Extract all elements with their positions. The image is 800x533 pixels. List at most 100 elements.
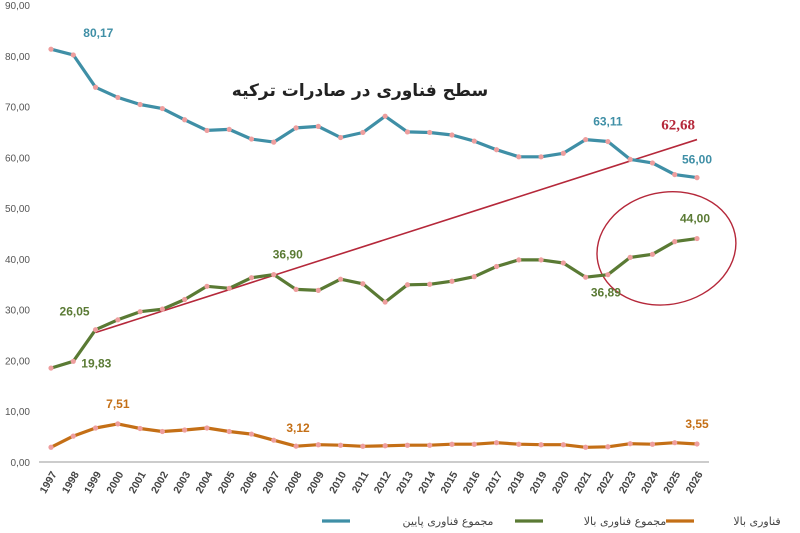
data-point xyxy=(493,440,500,446)
x-tick-label: 2006 xyxy=(238,469,260,495)
data-point xyxy=(315,123,321,129)
x-tick-label: 1997 xyxy=(38,469,60,495)
series-layer xyxy=(48,46,700,450)
data-point xyxy=(182,117,188,123)
x-tick-label: 2024 xyxy=(639,469,661,495)
x-tick-label: 2012 xyxy=(372,469,394,495)
data-point xyxy=(137,309,143,315)
y-tick-label: 90,00 xyxy=(5,1,30,12)
legend-label: فناوری بالا xyxy=(733,515,780,528)
data-point xyxy=(471,274,477,280)
data-point xyxy=(204,283,210,289)
x-tick-label: 1998 xyxy=(60,469,82,495)
x-tick-label: 2017 xyxy=(483,469,505,495)
y-tick-label: 0,00 xyxy=(11,458,31,469)
data-point xyxy=(248,136,255,142)
y-tick-label: 70,00 xyxy=(5,103,30,114)
series-high xyxy=(48,421,700,450)
data-point xyxy=(70,52,76,58)
data-point xyxy=(583,136,589,143)
data-point xyxy=(672,239,678,245)
data-point xyxy=(226,428,232,435)
data-point xyxy=(115,421,121,427)
data-point xyxy=(605,272,611,278)
x-tick-label: 2002 xyxy=(149,469,171,495)
data-point xyxy=(48,444,54,450)
legend-label: مجموع فناوری بالا xyxy=(584,515,667,528)
x-tick-label: 2008 xyxy=(283,469,305,495)
data-label: 36,89 xyxy=(591,286,621,300)
data-point xyxy=(159,306,165,312)
data-point xyxy=(449,132,455,138)
data-point xyxy=(493,147,500,153)
x-tick-label: 2015 xyxy=(438,469,460,495)
data-point xyxy=(605,138,611,145)
x-tick-label: 2010 xyxy=(327,469,349,495)
data-point xyxy=(538,257,544,263)
data-point xyxy=(471,138,477,144)
data-point xyxy=(649,441,656,447)
data-point xyxy=(315,287,321,293)
data-point xyxy=(560,442,566,448)
data-point xyxy=(248,431,255,437)
data-point xyxy=(382,299,388,305)
x-tick-label: 2020 xyxy=(550,469,572,495)
data-label: 19,83 xyxy=(81,356,111,370)
data-point xyxy=(248,275,255,281)
data-label: 7,51 xyxy=(106,397,130,411)
data-point xyxy=(538,154,544,160)
trendline-group: 62,68 xyxy=(95,118,737,334)
x-tick-label: 2005 xyxy=(216,469,238,495)
data-point xyxy=(627,441,633,447)
data-point xyxy=(694,175,700,181)
data-point xyxy=(337,276,344,282)
y-axis: 0,00 10,00 20,00 30,00 40,00 50,00 60,00 70,00 8… xyxy=(5,1,30,469)
x-tick-label: 2001 xyxy=(127,469,149,495)
data-point xyxy=(360,281,366,287)
x-tick-label: 2022 xyxy=(594,469,616,495)
x-tick-label: 2014 xyxy=(416,469,438,495)
series-line-low xyxy=(49,47,699,180)
series-line-high xyxy=(49,422,699,449)
data-point xyxy=(493,263,500,270)
data-point xyxy=(271,437,277,443)
data-point xyxy=(627,156,633,162)
data-point xyxy=(449,278,455,284)
data-point xyxy=(694,235,700,242)
data-label: 56,00 xyxy=(682,153,712,167)
data-labels: 80,17 63,11 56,00 26,05 19,83 36,90 36,89 44,00… xyxy=(60,26,713,435)
data-point xyxy=(471,441,477,447)
trendline xyxy=(95,138,698,334)
data-point xyxy=(137,425,143,432)
series-mid xyxy=(48,235,700,371)
data-point xyxy=(360,129,366,136)
data-point xyxy=(182,427,188,433)
data-point xyxy=(92,327,99,333)
data-point xyxy=(672,440,678,446)
data-point xyxy=(560,260,566,266)
x-tick-label: 2021 xyxy=(572,469,594,495)
data-point xyxy=(427,129,433,136)
data-point xyxy=(583,444,589,450)
y-tick-label: 30,00 xyxy=(5,306,30,317)
data-label: 36,90 xyxy=(273,248,303,262)
data-point xyxy=(159,428,165,435)
data-point xyxy=(70,358,76,364)
data-point xyxy=(204,425,210,431)
x-tick-label: 2019 xyxy=(528,469,550,495)
data-point xyxy=(516,257,522,263)
data-point xyxy=(226,126,232,133)
data-label: 63,11 xyxy=(593,115,623,129)
x-tick-label: 2013 xyxy=(394,469,416,495)
data-point xyxy=(337,134,344,141)
data-point xyxy=(48,365,54,371)
x-tick-label: 1999 xyxy=(82,469,104,495)
x-tick-label: 2003 xyxy=(171,469,193,495)
y-tick-label: 40,00 xyxy=(5,255,30,266)
x-tick-label: 2016 xyxy=(461,469,483,495)
data-point xyxy=(404,129,411,135)
data-point xyxy=(449,441,455,447)
data-point xyxy=(115,317,121,323)
data-point xyxy=(516,441,522,447)
